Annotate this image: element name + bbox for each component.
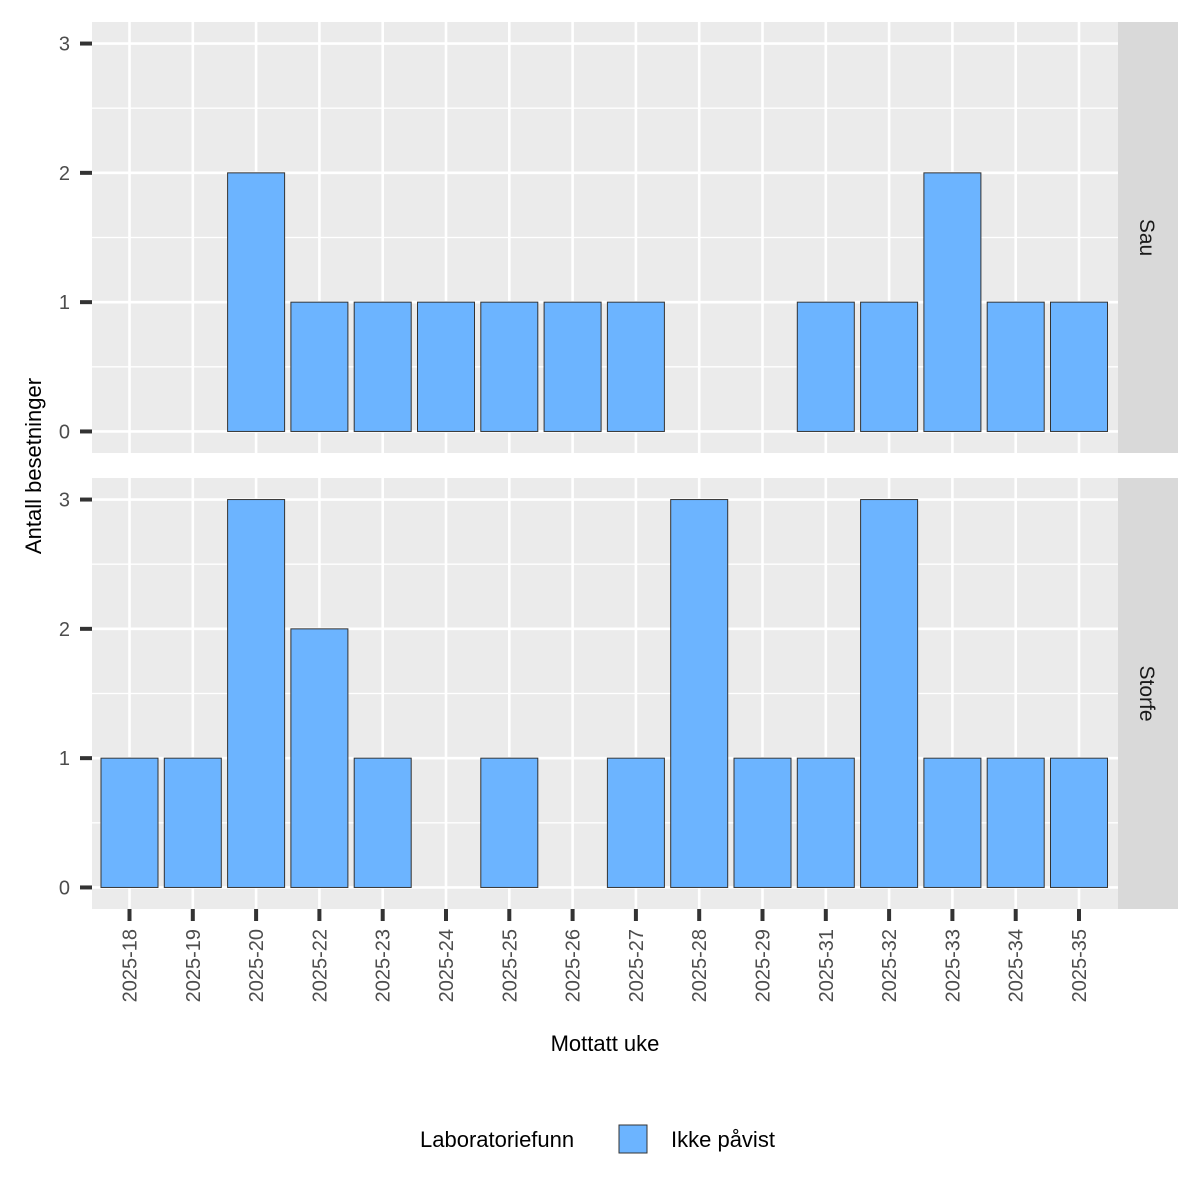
y-axis-title: Antall besetninger — [21, 378, 46, 554]
bar-sau-2025-31 — [796, 301, 855, 432]
strip-label-storfe: Storfe — [1135, 665, 1158, 721]
legend-key-ikke-pavist — [618, 1124, 648, 1154]
bar-storfe-2025-33 — [923, 757, 982, 888]
bar-sau-2025-22 — [290, 301, 349, 432]
x-axis-title: Mottatt uke — [551, 1031, 660, 1056]
bar-sau-2025-20 — [227, 172, 286, 432]
x-tick-label: 2025-25 — [499, 929, 521, 1002]
bar-storfe-2025-32 — [860, 499, 919, 888]
strip-background — [1118, 22, 1178, 453]
strip-background — [1118, 478, 1178, 909]
bar-storfe-2025-18 — [100, 757, 159, 888]
panel-storfe: 0 1 2 3 Storfe — [59, 478, 1178, 909]
x-tick-label: 2025-33 — [942, 929, 964, 1002]
y-tick-label: 2 — [59, 163, 70, 185]
y-tick-label: 0 — [59, 421, 70, 443]
x-tick-label: 2025-22 — [309, 929, 331, 1002]
bar-sau-2025-23 — [353, 301, 412, 432]
bar-storfe-2025-19 — [163, 757, 222, 888]
y-tick-label: 0 — [59, 877, 70, 899]
panels: 0 1 2 3 Sau 0 1 2 3 Storfe — [59, 22, 1178, 909]
bar-storfe-2025-34 — [986, 757, 1045, 888]
y-tick-label: 3 — [59, 490, 70, 512]
x-axis: 2025-18 2025-19 2025-20 2025-22 2025-23 2025-… — [120, 909, 1091, 1002]
bar-storfe-2025-23 — [353, 757, 412, 888]
y-tick-label: 3 — [59, 34, 70, 56]
x-tick-label: 2025-27 — [626, 929, 648, 1002]
panel-sau: 0 1 2 3 Sau — [59, 22, 1178, 453]
x-tick-label: 2025-26 — [563, 929, 585, 1002]
y-tick-label: 1 — [59, 748, 70, 770]
bar-sau-2025-26 — [543, 301, 602, 432]
bar-storfe-2025-22 — [290, 628, 349, 888]
x-tick-label: 2025-18 — [120, 929, 142, 1002]
bar-storfe-2025-28 — [670, 499, 729, 888]
x-tick-label: 2025-20 — [246, 929, 268, 1002]
bar-storfe-2025-20 — [227, 499, 286, 888]
legend-label: Ikke påvist — [671, 1127, 775, 1152]
x-tick-label: 2025-34 — [1006, 929, 1028, 1002]
y-tick-label: 2 — [59, 619, 70, 641]
bar-sau-2025-34 — [986, 301, 1045, 432]
bar-storfe-2025-35 — [1050, 757, 1108, 888]
bar-sau-2025-24 — [417, 301, 475, 432]
x-tick-label: 2025-32 — [879, 929, 901, 1002]
bar-storfe-2025-29 — [733, 757, 792, 888]
bar-sau-2025-32 — [860, 301, 919, 432]
x-tick-label: 2025-28 — [689, 929, 711, 1002]
x-tick-label: 2025-23 — [373, 929, 395, 1002]
x-tick-label: 2025-35 — [1069, 929, 1091, 1002]
bar-storfe-2025-27 — [606, 757, 665, 888]
bar-storfe-2025-31 — [796, 757, 855, 888]
legend: Laboratoriefunn Ikke påvist — [420, 1124, 775, 1154]
legend-title: Laboratoriefunn — [420, 1127, 574, 1152]
y-tick-label: 1 — [59, 292, 70, 314]
bar-sau-2025-27 — [606, 301, 665, 432]
bar-sau-2025-25 — [480, 301, 539, 432]
strip-label-sau: Sau — [1135, 219, 1158, 256]
bar-sau-2025-33 — [923, 172, 982, 432]
x-tick-label: 2025-31 — [816, 929, 838, 1002]
bar-storfe-2025-25 — [480, 757, 539, 888]
x-tick-label: 2025-24 — [436, 929, 458, 1002]
x-tick-label: 2025-29 — [753, 929, 775, 1002]
bar-sau-2025-35 — [1050, 301, 1108, 432]
x-tick-label: 2025-19 — [183, 929, 205, 1002]
